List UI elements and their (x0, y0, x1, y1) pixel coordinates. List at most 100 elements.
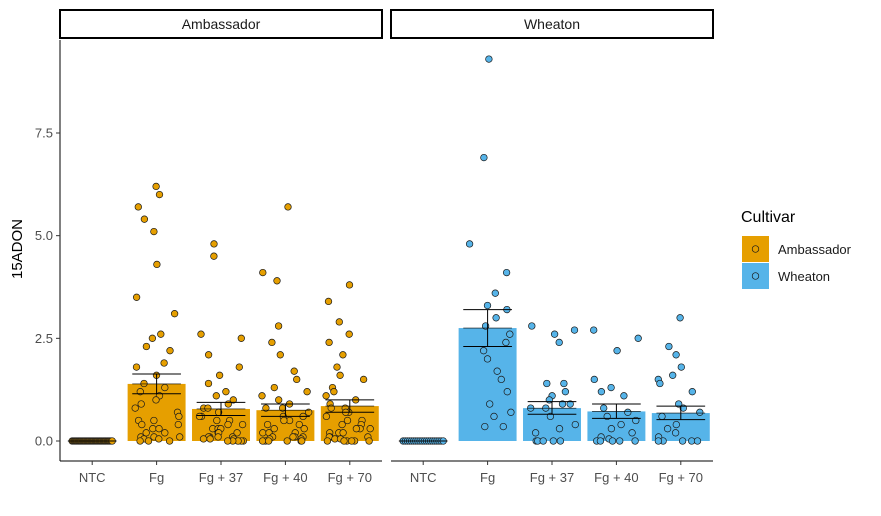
data-point (503, 388, 511, 396)
x-tick-label: NTC (79, 470, 106, 485)
data-point (502, 268, 511, 277)
data-point (613, 347, 621, 355)
data-point (134, 203, 142, 211)
data-point (590, 375, 598, 384)
panel-wheaton: Wheaton NTC Fg Fg + 37 Fg + 40 Fg + 70 (390, 9, 714, 485)
panel-ambassador: Ambassador NTC Fg Fg + 37 Fg + 40 Fg + 70 (59, 9, 383, 485)
data-point (492, 314, 500, 322)
data-point (486, 400, 494, 408)
x-tick-label: Fg + 40 (263, 470, 307, 485)
data-point (481, 422, 489, 431)
data-point (155, 425, 163, 433)
data-point (366, 425, 374, 433)
data-point (566, 400, 574, 408)
data-point (549, 437, 557, 445)
data-point (161, 383, 169, 392)
data-point (663, 425, 672, 433)
data-point (175, 412, 183, 421)
data-point (149, 425, 157, 433)
data-point (506, 330, 514, 338)
data-point (339, 351, 347, 359)
x-tick-label: Fg + 37 (199, 470, 243, 485)
data-point (688, 388, 696, 396)
legend-label-wheaton: Wheaton (778, 269, 830, 284)
data-point (289, 433, 297, 441)
data-point (166, 347, 174, 355)
x-tick-label: Fg (480, 470, 495, 485)
y-tick-label: 0.0 (35, 434, 53, 449)
x-tick-label: Fg + 70 (659, 470, 703, 485)
data-point (628, 429, 636, 437)
x-tick-label: NTC (410, 470, 437, 485)
data-point (263, 420, 272, 429)
data-point (345, 330, 353, 338)
data-point (170, 310, 179, 318)
data-point (560, 379, 568, 388)
data-point (270, 425, 278, 433)
data-point (607, 383, 615, 392)
data-point (339, 429, 347, 437)
data-point (654, 437, 663, 445)
data-point (590, 326, 598, 334)
data-point (204, 379, 213, 388)
data-point (157, 330, 165, 338)
data-point (490, 412, 498, 421)
data-point (343, 416, 352, 425)
data-point (152, 396, 160, 404)
data-point (340, 437, 348, 445)
data-point (195, 412, 204, 421)
data-point (295, 420, 303, 429)
data-point (140, 379, 148, 388)
data-point (359, 375, 368, 384)
data-point (543, 379, 551, 388)
data-point (678, 437, 687, 445)
data-point (215, 371, 224, 379)
data-point (335, 318, 343, 326)
data-point (262, 404, 270, 412)
data-point (502, 338, 510, 347)
data-point (338, 420, 346, 429)
y-tick-label: 7.5 (35, 126, 53, 141)
data-point (596, 437, 605, 445)
data-point (161, 429, 169, 437)
data-point (696, 408, 704, 416)
data-point (499, 422, 507, 431)
data-point (330, 388, 338, 396)
data-point (507, 408, 515, 416)
data-point (138, 420, 146, 429)
strip-label: Wheaton (524, 16, 580, 32)
data-point (276, 351, 284, 359)
legend: Cultivar Ambassador Wheaton (741, 209, 852, 289)
data-point (210, 252, 218, 260)
data-point (148, 334, 157, 342)
data-point (555, 338, 563, 347)
data-point (237, 334, 245, 342)
data-point (323, 437, 332, 445)
data-point (222, 388, 230, 396)
data-point (676, 314, 684, 322)
data-point (608, 437, 617, 445)
data-point (656, 379, 664, 388)
data-point (491, 289, 499, 297)
data-point (352, 425, 361, 433)
data-point (259, 268, 267, 277)
data-point (624, 408, 632, 416)
legend-label-ambassador: Ambassador (778, 242, 852, 257)
strip-wheaton (390, 9, 714, 39)
y-tick-label: 2.5 (35, 331, 53, 346)
data-point (165, 437, 174, 445)
data-point (324, 297, 333, 306)
data-point (480, 153, 488, 162)
data-point (345, 281, 354, 289)
data-point (204, 351, 213, 359)
data-point (555, 425, 564, 433)
data-point (268, 338, 276, 347)
data-point (259, 429, 267, 437)
data-point (224, 400, 232, 408)
data-point (264, 437, 273, 445)
data-point (224, 437, 232, 445)
data-point (273, 277, 281, 285)
data-point (152, 182, 160, 191)
data-point (238, 420, 247, 429)
